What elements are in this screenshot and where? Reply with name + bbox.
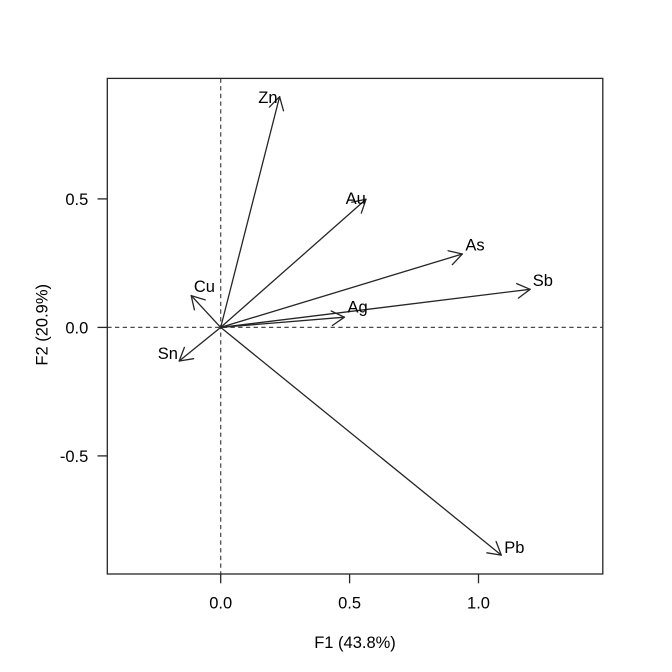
svg-text:Sn: Sn — [158, 345, 178, 363]
svg-text:-0.5: -0.5 — [60, 448, 88, 466]
svg-text:Ag: Ag — [348, 298, 368, 316]
svg-text:0.5: 0.5 — [338, 595, 361, 613]
svg-text:F2 (20.9%): F2 (20.9%) — [34, 284, 52, 366]
svg-text:Pb: Pb — [504, 539, 524, 557]
svg-text:Cu: Cu — [194, 278, 215, 296]
svg-text:0.5: 0.5 — [65, 191, 88, 209]
svg-text:Sb: Sb — [533, 272, 553, 290]
svg-text:0.0: 0.0 — [65, 319, 88, 337]
svg-text:0.0: 0.0 — [209, 595, 232, 613]
svg-text:F1 (43.8%): F1 (43.8%) — [314, 634, 396, 652]
svg-text:Zn: Zn — [258, 89, 277, 107]
svg-text:Au: Au — [346, 190, 366, 208]
svg-text:1.0: 1.0 — [467, 595, 490, 613]
svg-text:As: As — [465, 236, 484, 254]
